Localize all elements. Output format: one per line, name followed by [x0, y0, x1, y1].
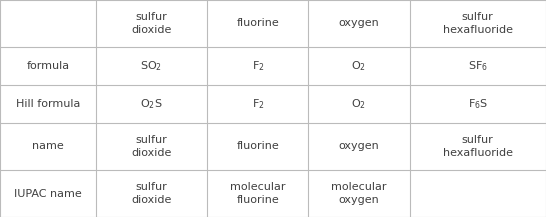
Text: SO$_2$: SO$_2$ [140, 59, 163, 72]
Text: sulfur
hexafluoride: sulfur hexafluoride [443, 135, 513, 158]
Text: Hill formula: Hill formula [16, 99, 80, 109]
Text: oxygen: oxygen [339, 18, 379, 28]
Text: formula: formula [26, 61, 69, 71]
Text: O$_2$S: O$_2$S [140, 97, 163, 110]
Text: sulfur
dioxide: sulfur dioxide [132, 135, 171, 158]
Text: fluorine: fluorine [236, 18, 280, 28]
Text: sulfur
dioxide: sulfur dioxide [132, 182, 171, 205]
Text: F$_2$: F$_2$ [252, 59, 264, 72]
Text: oxygen: oxygen [339, 141, 379, 151]
Text: molecular
fluorine: molecular fluorine [230, 182, 286, 205]
Text: name: name [32, 141, 64, 151]
Text: fluorine: fluorine [236, 141, 280, 151]
Text: molecular
oxygen: molecular oxygen [331, 182, 387, 205]
Text: SF$_6$: SF$_6$ [468, 59, 488, 72]
Text: O$_2$: O$_2$ [352, 97, 366, 110]
Text: F$_2$: F$_2$ [252, 97, 264, 110]
Text: sulfur
hexafluoride: sulfur hexafluoride [443, 12, 513, 35]
Text: sulfur
dioxide: sulfur dioxide [132, 12, 171, 35]
Text: IUPAC name: IUPAC name [14, 189, 82, 199]
Text: O$_2$: O$_2$ [352, 59, 366, 72]
Text: F$_6$S: F$_6$S [467, 97, 488, 110]
